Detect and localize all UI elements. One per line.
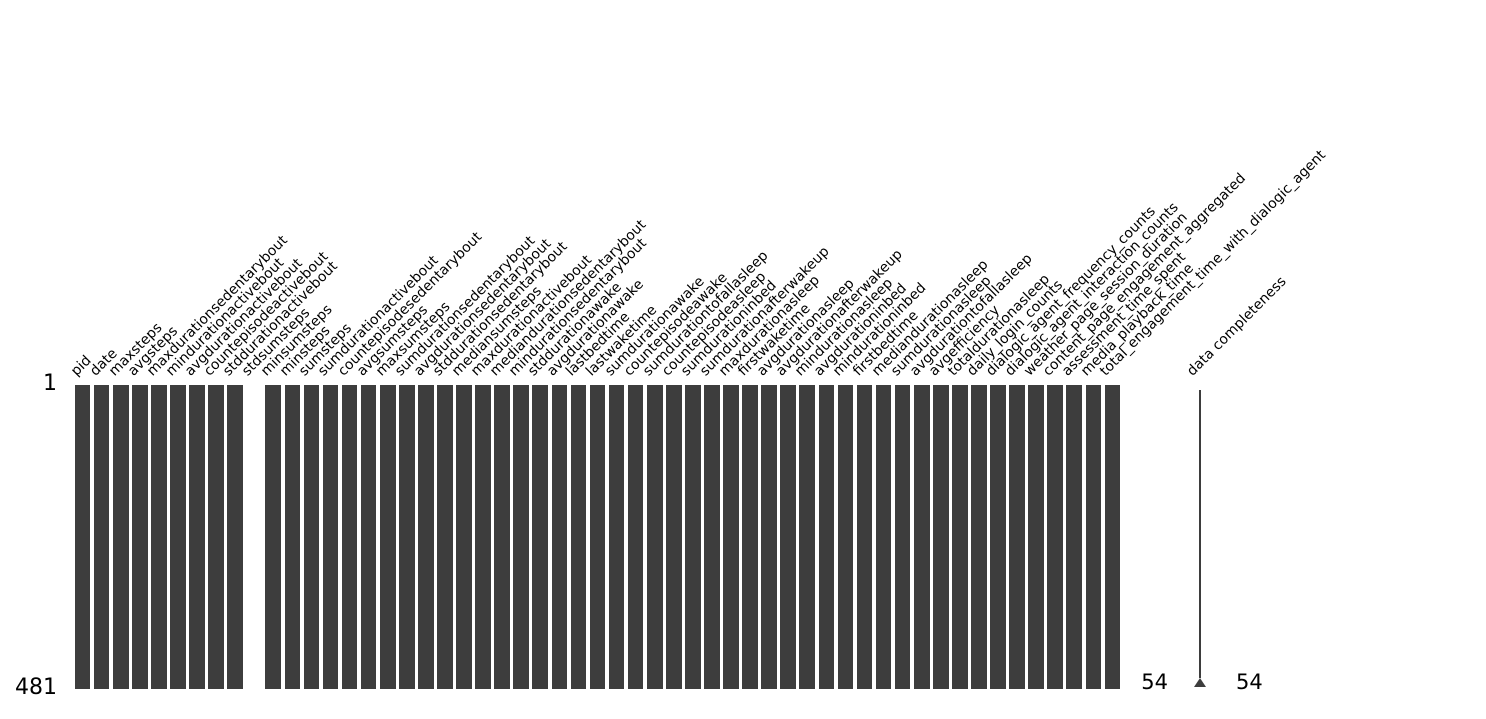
matrix-column-bar: [284, 385, 301, 689]
matrix-column-bar: [932, 385, 949, 689]
matrix-column-bar: [1085, 385, 1102, 689]
matrix-column-bar: [1047, 385, 1064, 689]
matrix-column-bar: [551, 385, 568, 689]
matrix-column-bar: [322, 385, 339, 689]
matrix-column-bar: [913, 385, 930, 689]
matrix-column-bar: [894, 385, 911, 689]
matrix-column-bar: [475, 385, 491, 689]
matrix-column-bar: [723, 385, 739, 689]
matrix-column-bar: [1028, 385, 1044, 689]
matrix-column-bar: [265, 385, 282, 689]
matrix-column-bar: [303, 385, 320, 689]
matrix-column-bar: [665, 385, 682, 689]
matrix-column-bar: [532, 385, 549, 689]
matrix-column-bar: [131, 385, 148, 689]
row-tick-first: 1: [43, 371, 57, 396]
matrix-column-bar: [990, 385, 1006, 689]
matrix-column-bar: [761, 385, 777, 689]
matrix-column-bar: [742, 385, 758, 689]
matrix-column-bar: [112, 385, 129, 689]
matrix-column-bar: [208, 385, 224, 689]
matrix-column-bar: [360, 385, 377, 689]
matrix-column-bar: [685, 385, 701, 689]
matrix-column-bar: [875, 385, 892, 689]
completeness-endpoint-marker-icon: [1194, 678, 1206, 687]
matrix-column-bar: [418, 385, 434, 689]
matrix-column-bar: [93, 385, 110, 689]
matrix-column-bar: [589, 385, 606, 689]
matrix-column-bar: [704, 385, 720, 689]
matrix-column-bar: [170, 385, 186, 689]
matrix-column-bar: [437, 385, 453, 689]
matrix-column-bar: [513, 385, 530, 689]
matrix-column-bar: [456, 385, 472, 689]
matrix-column-bar: [646, 385, 663, 689]
matrix-column-bar: [627, 385, 644, 689]
completeness-max-value: 54: [1236, 670, 1263, 694]
matrix-column-bar: [1009, 385, 1025, 689]
matrix-column-bar: [150, 385, 167, 689]
completeness-min-value: 54: [1141, 670, 1168, 694]
matrix-column-bar: [379, 385, 396, 689]
matrix-column-bar: [341, 385, 358, 689]
matrix-column-bar: [570, 385, 587, 689]
completeness-sparkline: [1199, 390, 1201, 678]
matrix-column-bar: [608, 385, 625, 689]
matrix-column-bar: [1104, 385, 1121, 689]
matrix-column-bar: [74, 385, 91, 689]
matrix-column-bar: [1066, 385, 1083, 689]
row-tick-last: 481: [15, 675, 57, 700]
matrix-column-bar: [837, 385, 854, 689]
matrix-column-bar: [971, 385, 987, 689]
matrix-column-bar: [952, 385, 968, 689]
matrix-column-bar: [398, 385, 415, 689]
matrix-column-bar: [856, 385, 873, 689]
matrix-column-bar: [189, 385, 205, 689]
matrix-column-bar: [818, 385, 835, 689]
matrix-column-bar: [227, 385, 243, 689]
matrix-column-bar: [494, 385, 510, 689]
matrix-column-bar: [799, 385, 816, 689]
matrix-column-bar: [780, 385, 797, 689]
